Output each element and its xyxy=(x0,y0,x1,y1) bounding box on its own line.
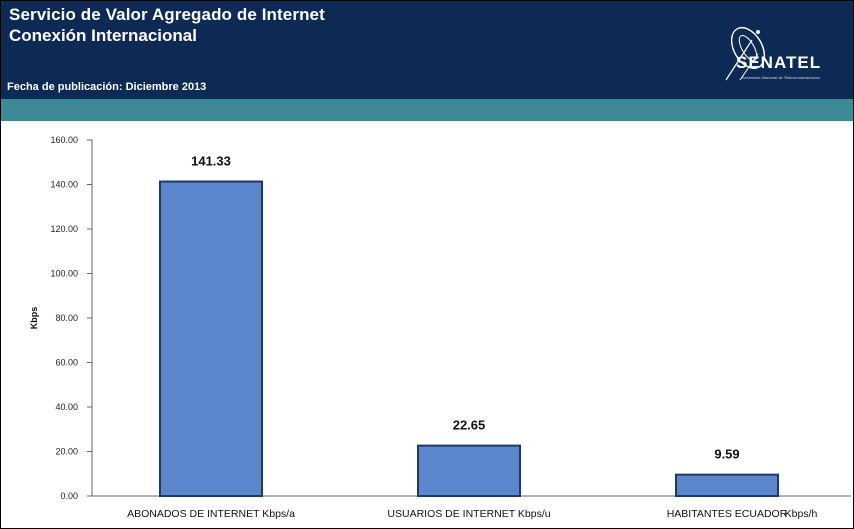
y-tick-label: 140.00 xyxy=(50,180,78,190)
y-tick-label: 20.00 xyxy=(55,447,78,457)
header-band xyxy=(1,99,853,121)
publication-date: Fecha de publicación: Diciembre 2013 xyxy=(7,81,207,93)
y-tick-label: 40.00 xyxy=(55,402,78,412)
y-axis-label: Kbps xyxy=(29,307,39,330)
bar xyxy=(675,473,779,498)
x-category-label: ABONADOS DE INTERNET Kbps/a xyxy=(127,508,295,520)
y-tick-label: 120.00 xyxy=(50,224,78,234)
bar-chart: 0.00 20.00 40.00 60.00 80.00 100.00 120.00 140.… xyxy=(29,135,851,520)
logo-subtext: Secretaría Nacional de Telecomunicacione… xyxy=(742,75,820,80)
y-tick-label: 60.00 xyxy=(55,358,78,368)
bar-value-label: 22.65 xyxy=(453,418,486,433)
y-tick-label: 160.00 xyxy=(50,135,78,145)
y-tick-label: 0.00 xyxy=(60,491,78,501)
bar-value-label: 9.59 xyxy=(714,447,739,462)
logo-text: SENATEL xyxy=(736,53,822,72)
x-category-label: HABITANTES ECUADOR xyxy=(667,508,788,520)
axis-unit-note: Kbps/h xyxy=(785,508,818,520)
report-title: Servicio de Valor Agregado de Internet xyxy=(9,5,325,24)
report-subtitle: Conexión Internacional xyxy=(9,26,197,45)
y-tick-label: 100.00 xyxy=(50,269,78,279)
report-header: Servicio de Valor Agregado de Internet C… xyxy=(1,1,853,99)
senatel-logo-icon xyxy=(725,27,766,81)
x-category-label: USUARIOS DE INTERNET Kbps/u xyxy=(387,508,550,520)
bar-value-label: 141.33 xyxy=(191,154,231,169)
bar xyxy=(159,180,263,498)
bar xyxy=(417,444,521,498)
y-tick-label: 80.00 xyxy=(55,313,78,323)
